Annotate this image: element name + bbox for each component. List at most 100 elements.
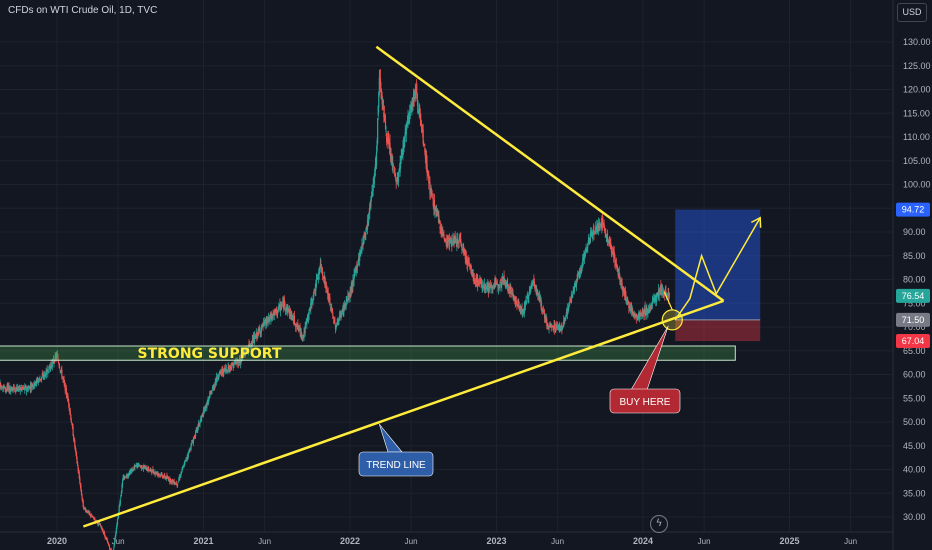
candle-body: [288, 309, 290, 312]
candle-body: [370, 196, 373, 199]
candle-body: [28, 387, 30, 388]
candle-body: [35, 379, 38, 384]
candle-body: [292, 315, 294, 317]
candle-body: [609, 239, 611, 244]
candle-body: [637, 314, 639, 320]
candle-body: [417, 106, 419, 109]
candle-body: [33, 384, 35, 387]
candle-body: [522, 312, 524, 314]
candle-body: [114, 536, 116, 541]
candle-body: [228, 367, 230, 371]
candle-body: [581, 263, 583, 268]
candle-body: [529, 288, 531, 292]
candle-body: [399, 162, 401, 173]
candle-body: [125, 477, 127, 478]
candle-body: [170, 479, 173, 483]
time-tick-label: Jun: [698, 537, 711, 546]
candle-body: [82, 498, 84, 502]
candle-body: [200, 419, 202, 422]
candle-body: [335, 327, 337, 329]
candle-body: [620, 280, 623, 283]
candle-body: [356, 265, 359, 268]
candle-body: [400, 160, 402, 162]
candle-body: [181, 468, 183, 472]
candle-body: [50, 365, 52, 369]
time-tick-label: 2024: [633, 536, 653, 546]
candle-body: [348, 296, 350, 300]
candle-body: [278, 306, 280, 308]
candle-body: [4, 387, 6, 390]
candle-body: [118, 506, 120, 513]
candle-body: [375, 151, 378, 166]
candle-body: [523, 307, 525, 315]
candle-body: [385, 130, 387, 133]
candle-body: [619, 279, 622, 284]
candle-body: [472, 271, 474, 279]
candle-body: [51, 361, 53, 367]
candle-body: [177, 483, 179, 486]
candle-body: [421, 125, 423, 130]
candle-body: [413, 91, 415, 105]
candle-body: [665, 290, 667, 295]
candle-body: [423, 145, 425, 146]
candle-body: [225, 369, 228, 371]
candle-body: [451, 240, 453, 246]
candle-body: [102, 529, 104, 533]
candle-body: [540, 299, 542, 309]
candle-body: [642, 309, 644, 314]
candle-body: [629, 305, 632, 312]
candle-body: [373, 175, 375, 185]
lightning-icon[interactable]: ϟ: [650, 515, 668, 533]
candle-body: [238, 363, 240, 365]
candle-body: [46, 369, 48, 372]
candle-body: [647, 309, 650, 313]
candle-body: [454, 235, 456, 243]
price-tick-label: 100.00: [903, 180, 931, 190]
candle-body: [661, 290, 664, 294]
candle-body: [343, 306, 345, 313]
candle-body: [604, 228, 606, 232]
candle-body: [141, 465, 143, 469]
candle-body: [157, 473, 160, 475]
candle-body: [266, 321, 268, 323]
candle-body: [47, 373, 49, 374]
candle-body: [325, 287, 327, 289]
candle-body: [261, 324, 263, 328]
candle-body: [201, 415, 203, 418]
candle-body: [632, 312, 634, 315]
candle-body: [85, 510, 88, 512]
candle-body: [615, 263, 618, 265]
price-tick-label: 55.00: [903, 393, 926, 403]
candle-body: [524, 305, 526, 309]
candle-body: [17, 387, 19, 390]
candle-body: [409, 109, 411, 117]
candle-body: [460, 239, 462, 243]
candle-body: [469, 265, 471, 267]
candle-body: [614, 260, 616, 265]
candle-body: [203, 410, 206, 413]
candle-body: [303, 332, 305, 338]
candle-body: [435, 207, 437, 211]
candle-body: [139, 466, 142, 468]
candle-body: [596, 225, 598, 229]
candle-body: [309, 310, 311, 312]
candle-body: [197, 426, 199, 430]
candle-body: [42, 374, 44, 376]
candle-body: [156, 472, 158, 475]
candle-body: [563, 320, 565, 327]
currency-selector[interactable]: USD: [897, 3, 927, 22]
projection-path: [674, 217, 761, 321]
candle-body: [8, 389, 11, 391]
candle-body: [53, 360, 56, 363]
candle-body: [450, 238, 452, 243]
candle-body: [384, 121, 387, 130]
candle-body: [185, 459, 187, 460]
candle-body: [70, 420, 73, 424]
candle-body: [145, 467, 147, 470]
candle-body: [663, 289, 665, 294]
candle-body: [129, 471, 132, 474]
candle-body: [235, 361, 237, 365]
candle-body: [84, 509, 87, 512]
candle-body: [178, 477, 180, 480]
